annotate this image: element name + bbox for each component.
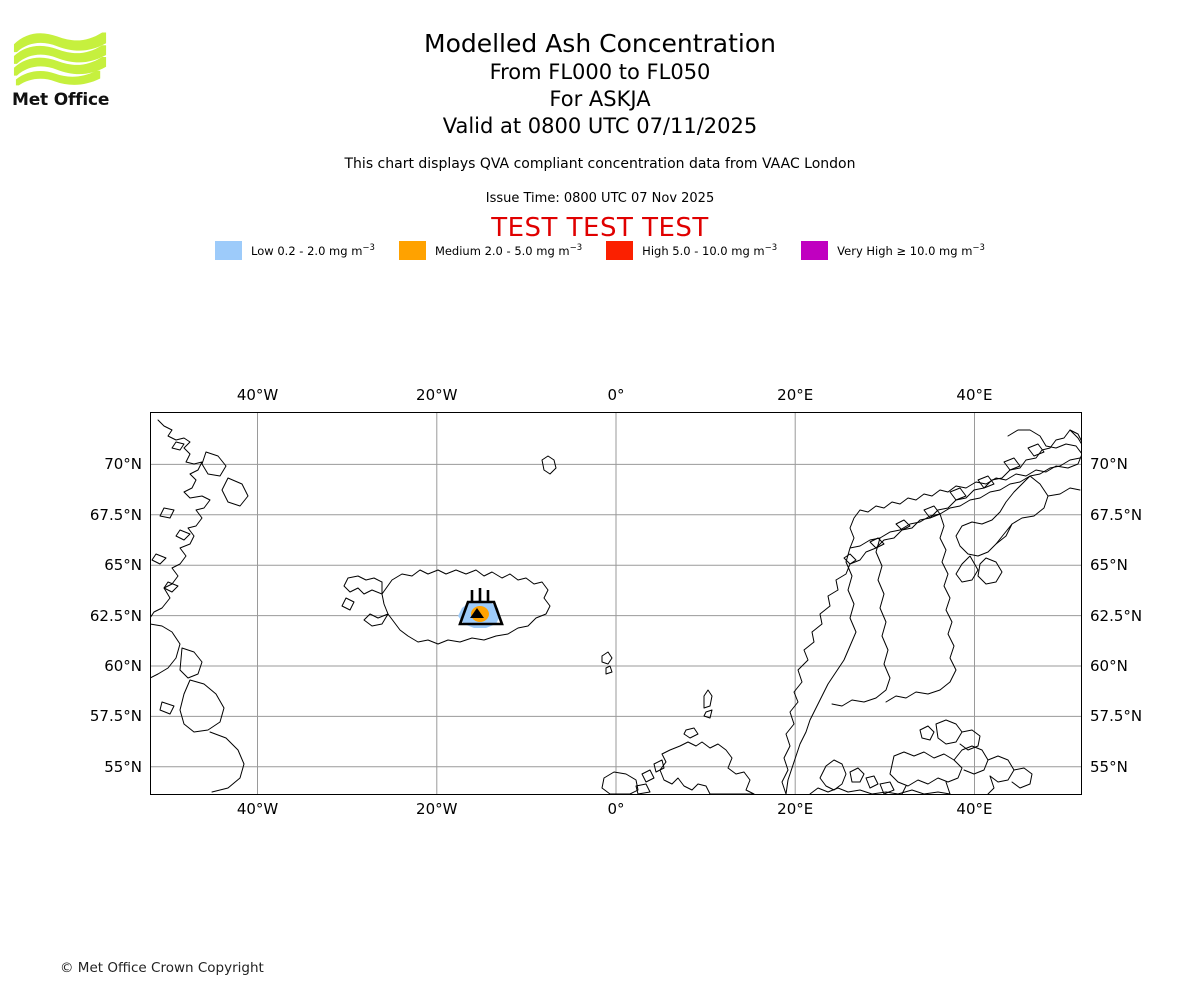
lat-tick-right-0: 70°N: [1090, 455, 1128, 474]
lon-tick-top-2: 0°: [607, 386, 625, 404]
lat-tick-right-3: 62.5°N: [1090, 606, 1143, 625]
chart-title-line-2: From FL000 to FL050: [489, 60, 711, 84]
legend-low[interactable]: Low 0.2 - 2.0 mg m−3: [215, 241, 375, 260]
lon-tick-top-0: 40°W: [236, 386, 279, 404]
lon-tick-bottom-3: 20°E: [777, 800, 814, 818]
lat-tick-left-2: 65°N: [104, 556, 142, 575]
lat-tick-right-5: 57.5°N: [1090, 707, 1143, 726]
map-frame: [150, 412, 1082, 795]
lat-tick-right-6: 55°N: [1090, 757, 1128, 776]
legend-medium-swatch: [398, 241, 426, 260]
copyright-footer: © Met Office Crown Copyright: [60, 960, 264, 976]
lat-tick-left-0: 70°N: [104, 455, 142, 474]
lat-tick-left-5: 57.5°N: [89, 707, 142, 726]
ash-concentration-map[interactable]: [150, 412, 1082, 795]
legend-low-swatch: [215, 241, 243, 260]
volcano-marker[interactable]: [458, 588, 504, 626]
chart-title-block: Modelled Ash Concentration From FL000 to…: [0, 28, 1200, 140]
chart-title-line-3: For ASKJA: [549, 87, 651, 111]
legend-high-label: High 5.0 - 10.0 mg m−3: [642, 243, 778, 258]
logo-wordmark: Met Office: [12, 90, 110, 110]
map-canvas: [150, 412, 1082, 795]
lat-tick-left-4: 60°N: [104, 656, 142, 675]
volcano-cone-icon: [470, 608, 484, 618]
legend-medium-label: Medium 2.0 - 5.0 mg m−3: [434, 243, 583, 258]
lon-tick-top-1: 20°W: [416, 386, 458, 404]
legend-very-high-label: Very High ≥ 10.0 mg m−3: [837, 243, 985, 258]
chart-title-line-4: Valid at 0800 UTC 07/11/2025: [442, 114, 758, 138]
lon-tick-bottom-4: 40°E: [956, 800, 993, 818]
test-banner: TEST TEST TEST: [491, 213, 709, 243]
chart-title-line-1: Modelled Ash Concentration: [424, 29, 776, 58]
lon-tick-top-4: 40°E: [956, 386, 993, 404]
legend-high[interactable]: High 5.0 - 10.0 mg m−3: [606, 241, 777, 260]
met-office-logo: Met Office: [12, 26, 122, 110]
lon-tick-bottom-1: 20°W: [416, 800, 458, 818]
lat-tick-right-1: 67.5°N: [1090, 505, 1143, 524]
lat-tick-right-2: 65°N: [1090, 556, 1128, 575]
concentration-legend: Low 0.2 - 2.0 mg m−3 Medium 2.0 - 5.0 mg …: [0, 241, 1200, 260]
legend-high-swatch: [606, 241, 634, 260]
lat-tick-left-3: 62.5°N: [89, 606, 142, 625]
lon-tick-top-3: 20°E: [777, 386, 814, 404]
chart-subnote: This chart displays QVA compliant concen…: [344, 156, 856, 172]
legend-very-high[interactable]: Very High ≥ 10.0 mg m−3: [801, 241, 985, 260]
lat-tick-left-6: 55°N: [104, 757, 142, 776]
legend-low-label: Low 0.2 - 2.0 mg m−3: [251, 243, 375, 258]
lon-tick-bottom-2: 0°: [607, 800, 625, 818]
lat-tick-right-4: 60°N: [1090, 656, 1128, 675]
legend-medium[interactable]: Medium 2.0 - 5.0 mg m−3: [398, 241, 583, 260]
legend-very-high-swatch: [801, 241, 829, 260]
met-office-wave-icon: [13, 32, 107, 86]
graticule: [150, 412, 1082, 795]
issue-time: Issue Time: 0800 UTC 07 Nov 2025: [485, 191, 715, 206]
lon-tick-bottom-0: 40°W: [236, 800, 279, 818]
lat-tick-left-1: 67.5°N: [89, 505, 142, 524]
coastlines: [150, 419, 1082, 795]
